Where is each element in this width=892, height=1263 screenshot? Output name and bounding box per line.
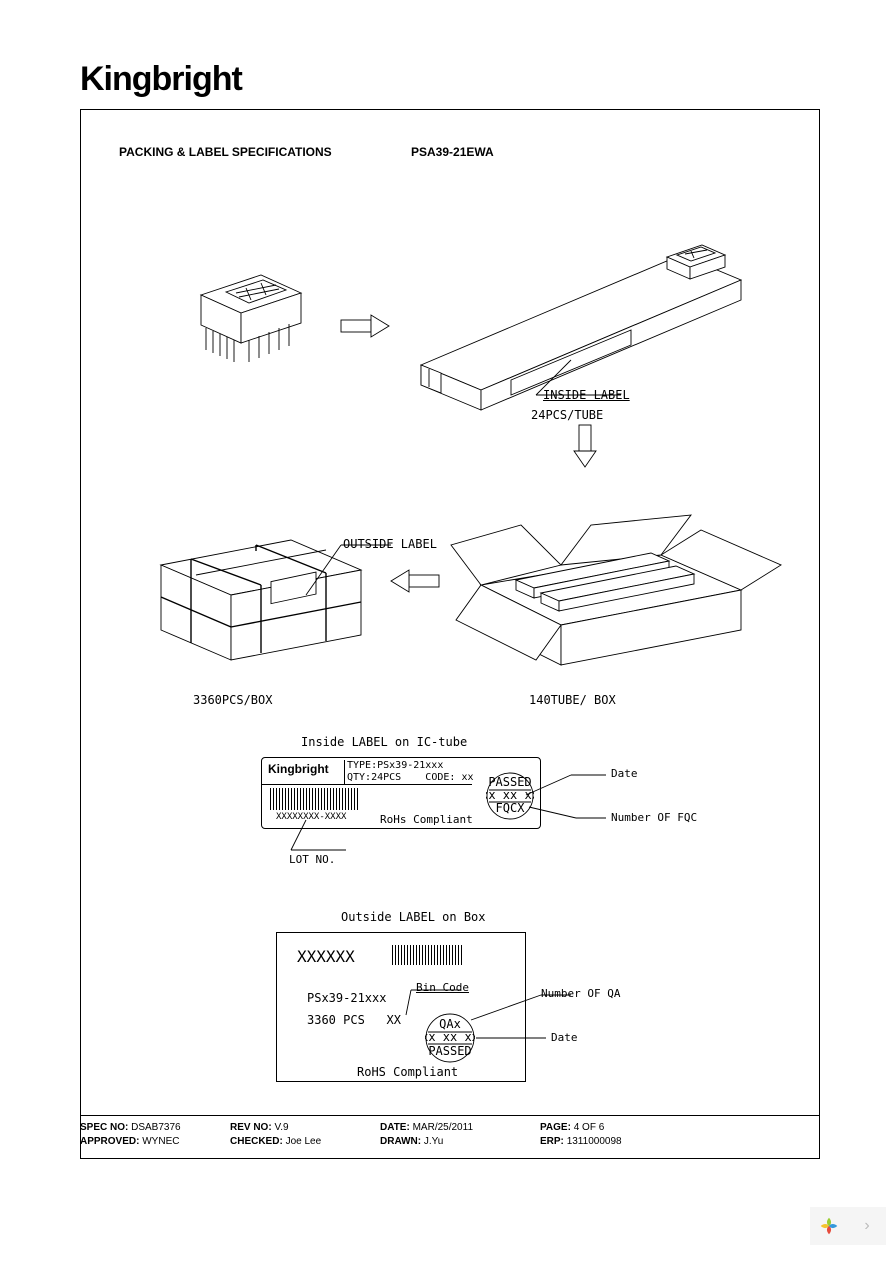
callout-date: Date: [611, 767, 638, 780]
next-page-button[interactable]: ›: [848, 1207, 886, 1245]
spec-no: DSAB7376: [131, 1122, 180, 1133]
content-frame: PACKING & LABEL SPECIFICATIONS PSA39-21E…: [80, 109, 820, 1159]
viewer-nav: ›: [810, 1207, 886, 1245]
doc-title: PACKING & LABEL SPECIFICATIONS: [119, 145, 332, 159]
callout-fqc: Number OF FQC: [611, 811, 697, 824]
inside-label-callouts: [81, 735, 821, 885]
checked-label: CHECKED:: [230, 1136, 283, 1147]
rev-no: V.9: [274, 1122, 288, 1133]
callout-lot: LOT NO.: [289, 853, 335, 866]
checked-value: Joe Lee: [286, 1136, 322, 1147]
brand-logo: Kingbright: [80, 60, 820, 99]
erp-label: ERP:: [540, 1136, 564, 1147]
datasheet-page: Kingbright PACKING & LABEL SPECIFICATION…: [80, 60, 820, 1159]
tubes-per-box: 140TUBE/ BOX: [529, 693, 616, 707]
approved-value: WYNEC: [142, 1136, 179, 1147]
page-label: PAGE:: [540, 1122, 571, 1133]
drawn-value: J.Yu: [424, 1136, 443, 1147]
rev-no-label: REV NO:: [230, 1122, 272, 1133]
viewer-logo-icon[interactable]: [810, 1207, 848, 1245]
drawn-label: DRAWN:: [380, 1136, 421, 1147]
page-value: 4 OF 6: [574, 1122, 605, 1133]
callout-qa-date: Date: [551, 1031, 578, 1044]
part-number: PSA39-21EWA: [411, 145, 494, 159]
page-footer: SPEC NO: DSAB7376 REV NO: V.9 DATE: MAR/…: [80, 1115, 820, 1150]
spec-no-label: SPEC NO:: [80, 1122, 128, 1133]
callout-qa: Number OF QA: [541, 987, 620, 1000]
date-value: MAR/25/2011: [413, 1122, 473, 1133]
bin-code-label: Bin Code: [416, 981, 469, 994]
packing-diagram: INSIDE LABEL 24PCS/TUBE OUTSIDE LABEL 33…: [81, 205, 821, 710]
inside-label-callout: INSIDE LABEL: [543, 388, 630, 402]
flow-svg: [81, 205, 821, 705]
inside-label-section: Inside LABEL on IC-tube Kingbright TYPE:…: [81, 735, 821, 885]
chevron-right-icon: ›: [864, 1217, 869, 1235]
outside-label-section: Outside LABEL on Box XXXXXX PSx39-21xxx …: [81, 910, 821, 1110]
outside-label-callouts: [81, 910, 821, 1110]
approved-label: APPROVED:: [80, 1136, 139, 1147]
outside-label-callout: OUTSIDE LABEL: [343, 537, 437, 551]
pcs-per-tube: 24PCS/TUBE: [531, 408, 603, 422]
pcs-per-box: 3360PCS/BOX: [193, 693, 272, 707]
date-label: DATE:: [380, 1122, 410, 1133]
erp-value: 1311000098: [567, 1136, 622, 1147]
